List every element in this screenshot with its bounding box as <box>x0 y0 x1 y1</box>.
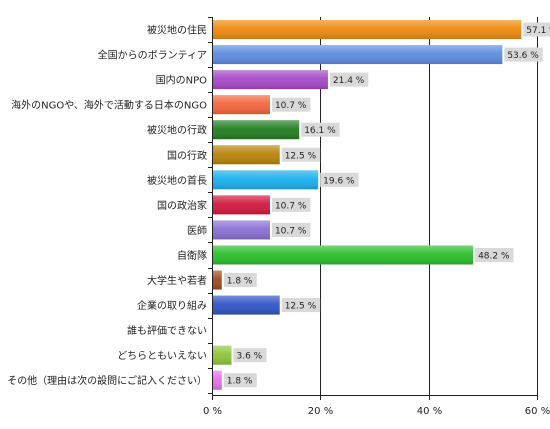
value-label-box <box>281 147 321 162</box>
bar-layer <box>212 20 522 390</box>
value-label-box <box>475 247 514 262</box>
category-label: 国の政治家 <box>157 199 207 212</box>
value-label: 21.4 % <box>333 76 365 86</box>
value-label-box <box>320 172 359 187</box>
bar-highlight <box>212 120 300 140</box>
category-label: 国内のNPO <box>156 74 208 87</box>
x-tick-label: 60 % <box>525 406 550 417</box>
category-label: 海外のNGOや、海外で活動する日本のNGO <box>11 99 207 112</box>
bar-highlight <box>212 370 222 390</box>
value-label-box <box>523 22 550 37</box>
value-label: 19.6 % <box>323 176 355 186</box>
bar-highlight <box>212 45 503 65</box>
value-label-box <box>271 97 311 112</box>
axis-layer: 0 % 20 % 40 % 60 % <box>203 17 550 417</box>
value-label-box <box>223 273 257 288</box>
value-label-box <box>329 72 369 87</box>
value-label: 10.7 % <box>275 226 307 236</box>
category-label: 大学生や若者 <box>147 274 207 287</box>
value-label: 10.7 % <box>275 101 307 111</box>
category-label: 医師 <box>187 224 207 237</box>
bar-highlight <box>212 195 270 215</box>
bar-highlight <box>212 245 474 265</box>
value-label: 16.1 % <box>304 126 336 136</box>
value-label: 12.5 % <box>285 151 317 161</box>
value-label: 10.7 % <box>275 201 307 211</box>
bar-highlight <box>212 270 222 290</box>
value-label-box <box>233 348 267 363</box>
label-layer: 被災地の住民 57.1 % 全国からのボランティア 53.6 % 国内のNPO 21.4 … <box>7 22 550 388</box>
value-label: 57.1 % <box>526 26 550 36</box>
bar-highlight <box>212 145 280 165</box>
value-label-box <box>271 197 311 212</box>
value-label-box <box>281 298 321 313</box>
category-label: 被災地の首長 <box>147 174 207 187</box>
value-label-box <box>271 222 311 237</box>
value-label: 53.6 % <box>507 51 539 61</box>
category-label: 被災地の住民 <box>147 24 207 37</box>
category-label: どちらともいえない <box>117 350 207 362</box>
bar-highlight <box>212 20 522 40</box>
value-label: 1.8 % <box>227 377 253 387</box>
category-label: 被災地の行政 <box>147 124 207 137</box>
x-tick-label: 20 % <box>308 406 333 417</box>
category-label: 企業の取り組み <box>137 299 207 312</box>
category-label: 全国からのボランティア <box>98 49 207 62</box>
value-label: 3.6 % <box>237 352 263 362</box>
category-label: 誰も評価できない <box>127 324 207 337</box>
value-label: 12.5 % <box>285 302 317 312</box>
bar-highlight <box>212 70 328 90</box>
value-label: 1.8 % <box>227 277 253 287</box>
x-tick-label: 40 % <box>417 406 442 417</box>
bar-highlight <box>212 95 270 115</box>
category-label: 国の行政 <box>167 149 207 162</box>
x-tick-label: 0 % <box>203 406 222 417</box>
bar-highlight <box>212 170 319 190</box>
category-label: その他（理由は次の設問にご記入ください） <box>7 374 207 387</box>
bar-highlight <box>212 220 270 240</box>
value-label: 48.2 % <box>478 251 510 261</box>
bar-highlight <box>212 345 232 365</box>
value-label-box <box>504 47 543 62</box>
category-label: 自衛隊 <box>177 249 207 262</box>
value-label-box <box>223 373 257 388</box>
bar-highlight <box>212 295 280 315</box>
value-label-box <box>301 122 340 137</box>
